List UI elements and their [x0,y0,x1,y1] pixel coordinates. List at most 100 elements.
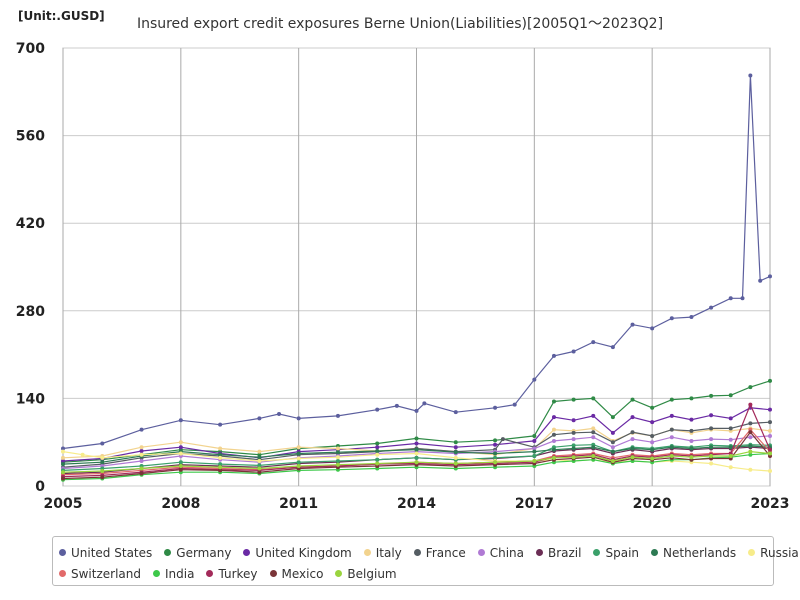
legend-row: United States Germany United Kingdom Italy F… [59,542,799,563]
data-point [218,422,223,427]
data-point [453,410,458,415]
data-point [500,437,505,442]
data-point [689,417,694,422]
data-point [768,447,772,452]
data-point [453,455,458,460]
legend-swatch-icon [164,549,172,556]
data-point [591,396,596,401]
data-point [591,435,596,440]
legend-label: United Kingdom [255,545,352,560]
data-point [630,446,635,451]
data-point [630,322,635,327]
legend-item: Turkey [206,567,258,581]
data-point [551,438,556,443]
data-point [748,435,753,440]
data-point [709,453,714,458]
x-tick-label: 2005 [44,496,83,512]
data-point [551,447,556,452]
data-point [571,455,576,460]
data-point [375,445,380,450]
legend-label: United States [71,545,153,560]
data-point [61,458,65,463]
data-point [768,378,772,383]
data-point [571,443,576,448]
data-point [218,468,223,473]
data-point [689,396,694,401]
x-axis: 2005 2008 2011 2014 2017 2020 2023 [44,496,790,512]
data-point [669,316,674,321]
data-point [532,453,537,458]
data-point [178,460,183,465]
data-point [758,278,763,283]
data-point [630,397,635,402]
data-point [335,458,340,463]
data-point [630,415,635,420]
data-point [375,441,380,446]
data-point [768,468,772,473]
data-point [139,466,144,471]
data-point [748,452,753,457]
x-tick-label: 2023 [751,496,790,512]
legend-label: France [425,545,466,560]
data-point [748,430,753,435]
data-point [335,450,340,455]
series-lines [61,73,772,482]
data-point [728,445,733,450]
data-point [650,447,655,452]
data-point [218,446,223,451]
data-point [610,445,615,450]
x-tick-label: 2017 [515,496,554,512]
data-point [493,442,498,447]
legend-swatch-icon [206,570,214,577]
data-point [414,451,419,456]
data-point [740,296,745,301]
legend-label: Brazil [547,545,582,560]
data-point [335,455,340,460]
data-point [100,441,105,446]
data-point [335,413,340,418]
data-point [650,420,655,425]
legend-item: Brazil [535,545,582,560]
data-point [748,402,753,407]
data-point [650,433,655,438]
data-point [689,438,694,443]
data-point [748,385,753,390]
data-point [512,402,517,407]
data-point [80,452,85,457]
data-point [532,377,537,382]
data-point [551,427,556,432]
legend-swatch-icon [651,549,659,556]
legend: United States Germany United Kingdom Italy F… [52,536,799,586]
data-point [257,463,262,468]
legend-swatch-icon [477,549,485,556]
data-point [100,455,105,460]
legend-label: China [489,545,524,560]
data-point [748,443,753,448]
data-point [453,461,458,466]
y-tick-label: 420 [16,216,45,232]
data-point [728,296,733,301]
data-point [493,405,498,410]
legend-item: Belgium [335,567,397,581]
data-point [375,407,380,412]
data-point [296,463,301,468]
legend-swatch-icon [59,570,66,577]
series-netherlands [61,443,772,467]
data-point [728,465,733,470]
data-point [218,452,223,457]
x-tick-label: 2011 [279,496,318,512]
data-point [61,455,65,460]
data-point [689,446,694,451]
legend-item: India [153,567,194,581]
data-point [139,448,144,453]
data-point [296,416,301,421]
x-tick-label: 2008 [161,496,200,512]
data-point [610,440,615,445]
data-point [257,416,262,421]
data-point [178,445,183,450]
data-point [669,435,674,440]
data-point [768,451,772,456]
data-point [571,418,576,423]
legend-row: Switzerland India Turkey Mexico Belgium [59,563,773,584]
legend-item: China [477,545,524,560]
